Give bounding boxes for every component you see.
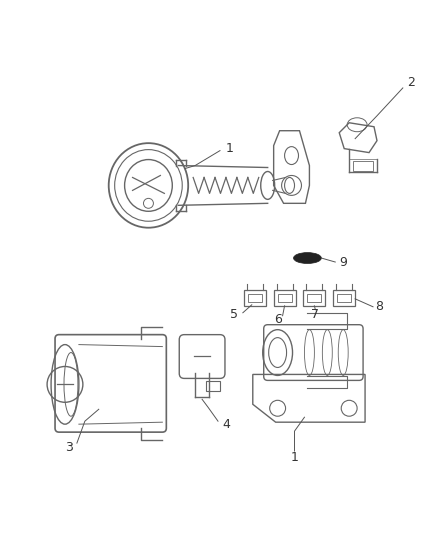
Text: 3: 3 — [65, 441, 73, 454]
Ellipse shape — [293, 253, 321, 263]
Text: 2: 2 — [407, 76, 415, 90]
Bar — [278, 294, 292, 302]
Bar — [307, 294, 321, 302]
Text: 9: 9 — [339, 255, 347, 269]
Text: 4: 4 — [222, 418, 230, 431]
Bar — [353, 160, 373, 171]
Text: 5: 5 — [230, 308, 238, 321]
Bar — [248, 294, 262, 302]
Bar — [337, 294, 351, 302]
Text: 7: 7 — [311, 308, 319, 321]
Bar — [304, 290, 325, 306]
Text: 6: 6 — [274, 313, 282, 326]
Text: 1: 1 — [226, 142, 234, 155]
Text: 1: 1 — [290, 450, 298, 464]
Bar — [333, 290, 355, 306]
Bar — [244, 290, 266, 306]
Bar — [274, 290, 296, 306]
Bar — [206, 382, 220, 391]
Text: 8: 8 — [375, 300, 383, 313]
